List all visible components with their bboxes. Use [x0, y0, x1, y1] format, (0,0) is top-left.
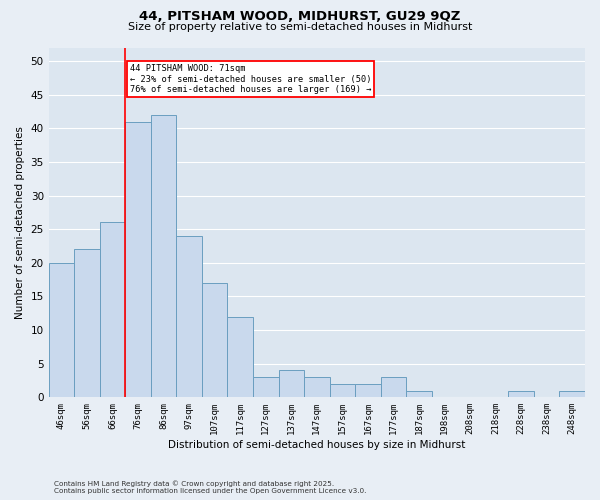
Text: 44 PITSHAM WOOD: 71sqm
← 23% of semi-detached houses are smaller (50)
76% of sem: 44 PITSHAM WOOD: 71sqm ← 23% of semi-det… — [130, 64, 371, 94]
Bar — [151, 115, 176, 398]
Bar — [176, 236, 202, 398]
Bar — [304, 377, 329, 398]
Text: Contains HM Land Registry data © Crown copyright and database right 2025.
Contai: Contains HM Land Registry data © Crown c… — [54, 480, 367, 494]
Bar — [202, 283, 227, 398]
Bar — [100, 222, 125, 398]
Bar — [559, 390, 585, 398]
Bar — [74, 250, 100, 398]
Bar — [278, 370, 304, 398]
Bar — [380, 377, 406, 398]
Bar — [227, 316, 253, 398]
Text: 44, PITSHAM WOOD, MIDHURST, GU29 9QZ: 44, PITSHAM WOOD, MIDHURST, GU29 9QZ — [139, 10, 461, 23]
Y-axis label: Number of semi-detached properties: Number of semi-detached properties — [15, 126, 25, 319]
Bar — [406, 390, 432, 398]
Bar — [508, 390, 534, 398]
Bar — [49, 263, 74, 398]
Bar — [253, 377, 278, 398]
Bar — [355, 384, 380, 398]
Bar — [329, 384, 355, 398]
X-axis label: Distribution of semi-detached houses by size in Midhurst: Distribution of semi-detached houses by … — [168, 440, 466, 450]
Bar — [125, 122, 151, 398]
Text: Size of property relative to semi-detached houses in Midhurst: Size of property relative to semi-detach… — [128, 22, 472, 32]
